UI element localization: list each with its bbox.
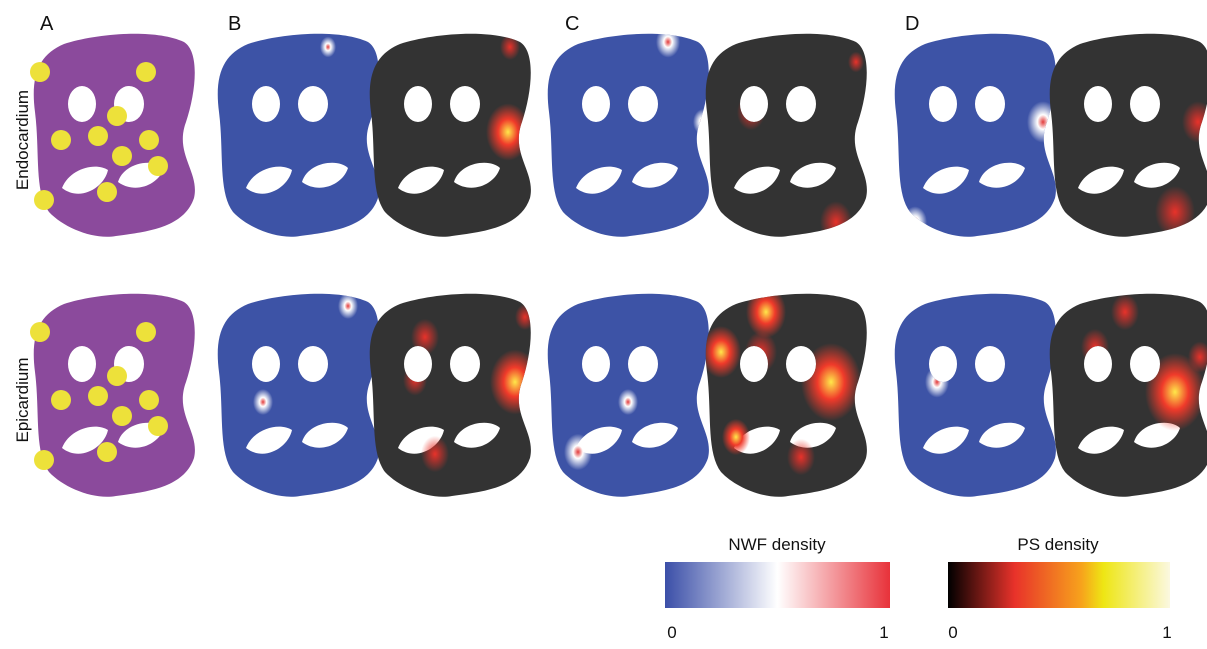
density-blob (403, 364, 427, 395)
electrode (34, 450, 54, 470)
colorbar-title: NWF density (728, 535, 826, 554)
atrium-map (30, 34, 195, 237)
atrium-map (218, 34, 379, 237)
density-blob (848, 52, 864, 73)
density-blob (490, 350, 540, 415)
colorbar-tick: 1 (879, 623, 888, 642)
maps (30, 26, 1207, 496)
atrium-shape (895, 294, 1056, 497)
electrode (148, 416, 168, 436)
electrode (107, 106, 127, 126)
electrode (51, 390, 71, 410)
colorbar (948, 562, 1170, 608)
atrium-map (1050, 294, 1207, 497)
electrode (107, 366, 127, 386)
electrode (34, 190, 54, 210)
panel-label: A (40, 13, 54, 35)
atrium-shape (218, 294, 379, 497)
density (320, 37, 336, 58)
electrode (148, 156, 168, 176)
atrium-map (548, 26, 713, 236)
atrium-map (548, 294, 709, 497)
atrium-map (701, 286, 867, 497)
electrode (136, 62, 156, 82)
density-blob (618, 389, 638, 415)
density-blob (564, 434, 592, 470)
colorbar-tick: 0 (667, 623, 676, 642)
density-blob (1155, 186, 1195, 238)
electrode (112, 146, 132, 166)
atrium-shape (218, 34, 379, 237)
density-blob (820, 201, 852, 243)
electrode (136, 322, 156, 342)
density-blob (411, 319, 439, 355)
density-blob (253, 389, 273, 415)
density-blob (486, 103, 530, 160)
electrode (30, 322, 50, 342)
density-blob (746, 286, 786, 338)
atrium-map (706, 34, 867, 243)
electrode (51, 130, 71, 150)
density-blob (903, 206, 927, 237)
density-blob (338, 293, 358, 319)
atrium-map (895, 294, 1056, 497)
electrode (97, 182, 117, 202)
atrium-map (30, 294, 195, 497)
density-blob (1081, 329, 1109, 365)
density-blob (656, 26, 680, 57)
density-blob (745, 331, 777, 373)
density-blob (1111, 294, 1139, 330)
electrode (139, 130, 159, 150)
electrode (88, 126, 108, 146)
density-blob (737, 94, 765, 130)
row-label: Endocardium (13, 90, 32, 190)
atrium-map (1050, 34, 1207, 238)
atrium-map (370, 34, 531, 237)
colorbar-title: PS density (1017, 535, 1099, 554)
panel-label: B (228, 13, 241, 35)
atrium-map (218, 293, 379, 497)
figure: A B C D Endocardium Epicardium NWF densi… (0, 0, 1207, 644)
electrode (112, 406, 132, 426)
electrode (88, 386, 108, 406)
panel-label: C (565, 13, 579, 35)
density-blob (801, 343, 861, 421)
colorbar (665, 562, 890, 608)
density-blob (421, 436, 449, 472)
atrium-map (895, 34, 1059, 238)
electrode (30, 62, 50, 82)
density (925, 366, 949, 397)
colorbar-tick: 0 (948, 623, 957, 642)
density-blob (925, 366, 949, 397)
panel-label: D (905, 13, 919, 35)
colorbar-tick: 1 (1162, 623, 1171, 642)
electrode (139, 390, 159, 410)
density-blob (515, 304, 535, 330)
density-blob (320, 37, 336, 58)
density-blob (500, 34, 520, 60)
density-blob (722, 419, 750, 455)
atrium-shape (548, 34, 709, 237)
atrium-map (370, 294, 540, 497)
density-blob (787, 439, 815, 475)
row-label: Epicardium (13, 357, 32, 442)
electrode (97, 442, 117, 462)
